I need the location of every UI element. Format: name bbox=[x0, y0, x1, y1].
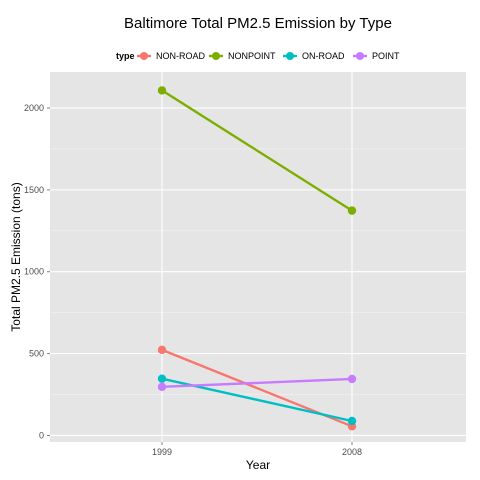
y-axis: 0 500 1000 1500 2000 bbox=[24, 103, 50, 440]
x-tick-label: 1999 bbox=[152, 447, 172, 457]
series-layer bbox=[157, 86, 357, 431]
data-point-nonpoint bbox=[157, 86, 167, 95]
y-tick-label: 500 bbox=[29, 349, 44, 359]
x-axis: 1999 2008 bbox=[152, 442, 362, 457]
plot-panel bbox=[50, 72, 466, 442]
legend: type NON-ROAD NONPOINT ON-ROAD POINT bbox=[116, 51, 400, 61]
legend-key-nonpoint bbox=[212, 52, 220, 60]
data-point-on-road bbox=[157, 374, 167, 383]
legend-key-non-road bbox=[140, 52, 148, 60]
x-tick-label: 2008 bbox=[342, 447, 362, 457]
data-point-on-road bbox=[347, 416, 357, 426]
y-tick-label: 2000 bbox=[24, 103, 44, 113]
y-tick-label: 1000 bbox=[24, 267, 44, 277]
series-line-point bbox=[160, 377, 354, 389]
y-axis-label: Total PM2.5 Emission (tons) bbox=[9, 182, 23, 331]
legend-key-on-road bbox=[286, 52, 294, 60]
x-axis-label: Year bbox=[246, 458, 270, 472]
legend-label: NONPOINT bbox=[228, 51, 276, 61]
data-point-non-road bbox=[157, 345, 167, 355]
chart-title: Baltimore Total PM2.5 Emission by Type bbox=[124, 15, 392, 32]
data-point-point bbox=[347, 374, 357, 384]
data-point-point bbox=[157, 382, 167, 392]
legend-title: type bbox=[116, 51, 135, 61]
y-tick-label: 1500 bbox=[24, 185, 44, 195]
series-line-nonpoint bbox=[160, 89, 354, 212]
legend-key-point bbox=[356, 52, 364, 60]
y-tick-label: 0 bbox=[39, 430, 44, 440]
legend-label: POINT bbox=[372, 51, 400, 61]
legend-label: ON-ROAD bbox=[302, 51, 345, 61]
legend-label: NON-ROAD bbox=[156, 51, 205, 61]
data-point-nonpoint bbox=[347, 206, 357, 215]
